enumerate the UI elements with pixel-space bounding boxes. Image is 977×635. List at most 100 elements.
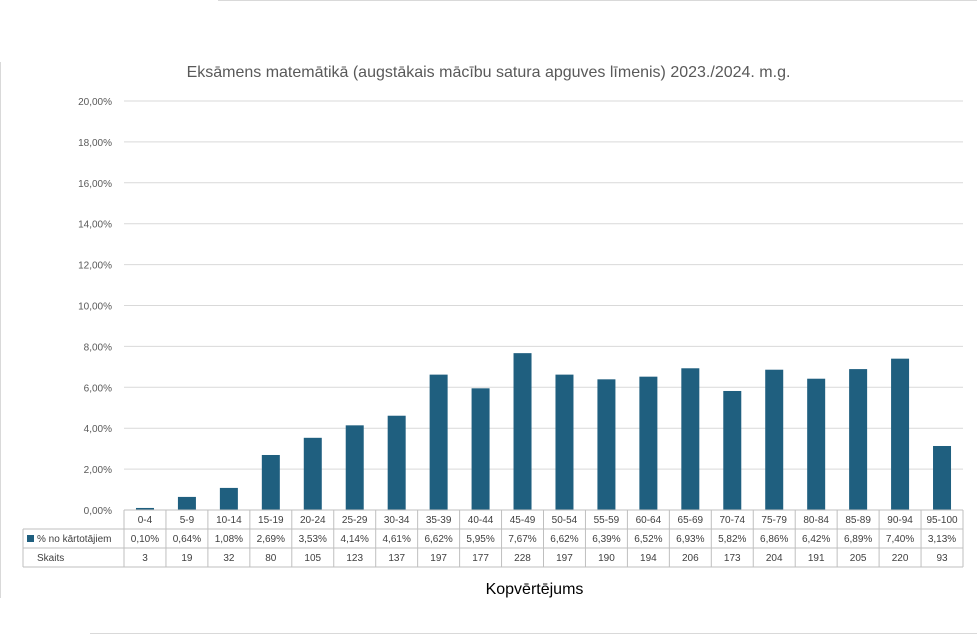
legend-label: % no kārtotājiem: [37, 534, 111, 545]
table-cell: 191: [808, 553, 825, 564]
table-cell: 93: [936, 553, 948, 564]
x-tick-label: 90-94: [887, 515, 913, 526]
data-label: 6,62%: [424, 534, 452, 545]
bar: [849, 369, 868, 510]
y-tick-label: 16,00%: [78, 179, 112, 190]
data-label: 7,67%: [508, 534, 536, 545]
data-label: 1,08%: [215, 534, 243, 545]
x-tick-label: 25-29: [342, 515, 368, 526]
bar: [135, 507, 154, 510]
table-cell: 19: [181, 553, 193, 564]
x-tick-label: 45-49: [510, 515, 536, 526]
x-tick-label: 35-39: [426, 515, 452, 526]
bar: [261, 454, 280, 510]
x-tick-label: 75-79: [761, 515, 787, 526]
data-label: 6,39%: [592, 534, 620, 545]
bar: [807, 378, 826, 510]
y-tick-label: 18,00%: [78, 138, 112, 149]
bar: [891, 358, 910, 510]
table-cell: 194: [640, 553, 657, 564]
bar: [639, 376, 658, 510]
table-row-label: Skaits: [37, 553, 64, 564]
y-tick-label: 14,00%: [78, 220, 112, 231]
y-tick-label: 12,00%: [78, 261, 112, 272]
data-label: 5,82%: [718, 534, 746, 545]
x-tick-label: 80-84: [803, 515, 829, 526]
bar: [387, 415, 406, 510]
x-tick-label: 50-54: [552, 515, 578, 526]
table-cell: 206: [682, 553, 699, 564]
bar: [765, 369, 784, 510]
table-cell: 80: [265, 553, 277, 564]
data-label: 6,42%: [802, 534, 830, 545]
data-label: 7,40%: [886, 534, 914, 545]
y-tick-label: 4,00%: [84, 424, 112, 435]
x-tick-label: 30-34: [384, 515, 410, 526]
x-tick-label: 5-9: [180, 515, 195, 526]
bar: [303, 437, 322, 510]
frame-left-border: [0, 62, 1, 598]
bar: [555, 374, 574, 510]
frame-bottom-border: [90, 633, 977, 634]
table-cell: 173: [724, 553, 741, 564]
bar: [471, 388, 490, 510]
data-label: 6,62%: [550, 534, 578, 545]
data-label: 0,64%: [173, 534, 201, 545]
table-cell: 177: [472, 553, 489, 564]
x-tick-label: 20-24: [300, 515, 326, 526]
legend-key: [27, 535, 34, 542]
data-label: 4,61%: [382, 534, 410, 545]
x-tick-label: 95-100: [926, 515, 958, 526]
y-tick-label: 20,00%: [78, 97, 112, 108]
x-tick-label: 85-89: [845, 515, 871, 526]
y-tick-label: 6,00%: [84, 383, 112, 394]
table-cell: 197: [556, 553, 573, 564]
chart-title: Eksāmens matemātikā (augstākais mācību s…: [186, 64, 791, 81]
table-cell: 3: [142, 553, 148, 564]
data-label: 3,53%: [299, 534, 327, 545]
bar: [933, 445, 952, 510]
x-tick-label: 40-44: [468, 515, 494, 526]
data-label: 2,69%: [257, 534, 285, 545]
bar: [177, 496, 196, 510]
x-tick-label: 65-69: [678, 515, 704, 526]
x-tick-label: 55-59: [594, 515, 620, 526]
data-label: 4,14%: [341, 534, 369, 545]
data-label: 3,13%: [928, 534, 956, 545]
data-label: 6,93%: [676, 534, 704, 545]
bar: [219, 487, 238, 510]
bar: [681, 368, 700, 510]
table-cell: 228: [514, 553, 531, 564]
x-axis-label: Kopvērtējums: [485, 581, 584, 598]
x-tick-label: 0-4: [138, 515, 153, 526]
data-label: 6,52%: [634, 534, 662, 545]
table-cell: 32: [223, 553, 235, 564]
table-cell: 190: [598, 553, 615, 564]
bar: [345, 425, 364, 510]
x-tick-label: 60-64: [636, 515, 662, 526]
y-tick-label: 2,00%: [84, 465, 112, 476]
bar: [723, 390, 742, 510]
x-tick-label: 10-14: [216, 515, 242, 526]
table-cell: 220: [892, 553, 909, 564]
y-tick-label: 10,00%: [78, 302, 112, 313]
bar: [429, 374, 448, 510]
data-label: 0,10%: [131, 534, 159, 545]
data-label: 5,95%: [466, 534, 494, 545]
table-cell: 137: [388, 553, 405, 564]
x-tick-label: 15-19: [258, 515, 284, 526]
frame-top-border: [218, 0, 977, 1]
bar: [513, 353, 532, 510]
table-cell: 197: [430, 553, 447, 564]
table-cell: 205: [850, 553, 867, 564]
data-label: 6,86%: [760, 534, 788, 545]
bar: [597, 379, 616, 510]
y-tick-label: 8,00%: [84, 342, 112, 353]
data-label: 6,89%: [844, 534, 872, 545]
table-cell: 204: [766, 553, 783, 564]
x-tick-label: 70-74: [719, 515, 745, 526]
y-tick-label: 0,00%: [84, 506, 112, 517]
table-cell: 123: [346, 553, 363, 564]
chart: 0,00% 2,00% 4,00% 6,00% 8,00% 10,00% 12,00% 14,…: [22, 97, 964, 568]
table-cell: 105: [304, 553, 321, 564]
